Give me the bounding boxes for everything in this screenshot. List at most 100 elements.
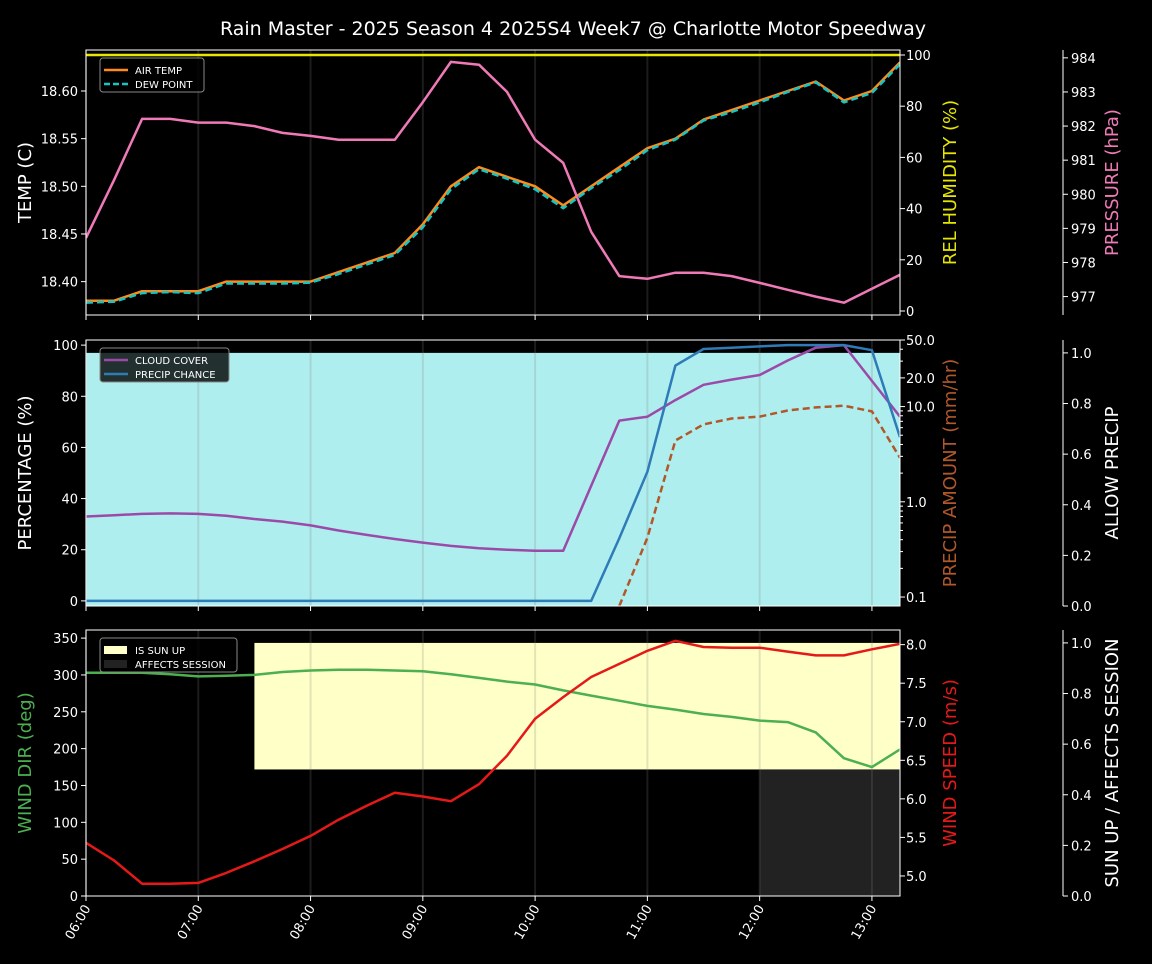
y-right-tick-label: 50.0	[906, 334, 935, 349]
y-tick-label: 18.55	[41, 133, 78, 148]
y-right-tick-label: 40	[906, 203, 923, 218]
y-right2-tick-label: 1.0	[1071, 347, 1092, 362]
y-right2-tick-label: 0.2	[1071, 549, 1092, 564]
legend-label: CLOUD COVER	[135, 356, 208, 367]
y-right-tick-label: 100	[906, 49, 931, 64]
panel-2: 0 20 40 60 80 100 0.1 1.0 10.0 20.0 50.0 0.0 0.2 0.4 0…	[15, 334, 1123, 615]
y-tick-label: 250	[53, 706, 78, 721]
is-sun-up-band	[254, 642, 900, 770]
x-tick-label: 12:00	[736, 903, 768, 943]
y-right-tick-label: 20.0	[906, 372, 935, 387]
y-tick-label: 100	[53, 339, 78, 354]
y-right-axis-label: PRECIP AMOUNT (mm/hr)	[940, 359, 961, 588]
y-right2-tick-label: 0.8	[1071, 398, 1092, 413]
cloud-cover-line	[86, 343, 900, 553]
y-right2-tick-label: 0.2	[1071, 839, 1092, 854]
wind-dir-line	[86, 668, 900, 769]
legend-box	[99, 347, 230, 383]
panel-3: 0 50 100 150 200 250 300 350 5.0 5.5 6.0 6.5 7.0 7.5 8…	[15, 629, 1123, 943]
y-right-tick-label: 10.0	[906, 401, 935, 416]
affects-session-band	[759, 769, 900, 896]
y-tick-label: 300	[53, 669, 78, 684]
y-tick-label: 18.40	[41, 276, 78, 291]
y-right2-tick-label: 983	[1071, 86, 1096, 101]
legend-label: DEW POINT	[135, 80, 193, 91]
y-right2-tick-label: 0.6	[1071, 448, 1092, 463]
allow-precip-fill	[86, 352, 900, 606]
y-right2-tick-label: 980	[1071, 188, 1096, 203]
legend-label: IS SUN UP	[135, 646, 185, 657]
y-tick-label: 18.50	[41, 180, 78, 195]
y-tick-label: 200	[53, 743, 78, 758]
y-tick-label: 40	[61, 493, 78, 508]
y-right2-tick-label: 982	[1071, 120, 1096, 135]
y-right-tick-label: 1.0	[906, 496, 927, 511]
y-right2-tick-label: 978	[1071, 256, 1096, 271]
y-tick-label: 0	[70, 890, 78, 905]
y-right-tick-label: 5.5	[906, 831, 927, 846]
y-axis-label: PERCENTAGE (%)	[15, 395, 36, 550]
y-right-tick-label: 0	[906, 305, 914, 320]
legend: AIR TEMP DEW POINT	[99, 57, 205, 93]
x-tick-label: 09:00	[400, 903, 432, 943]
y-tick-label: 80	[61, 390, 78, 405]
y-tick-label: 50	[61, 853, 78, 868]
axes-frame	[85, 629, 901, 897]
panel-1: 18.40 18.45 18.50 18.55 18.60 0 20 40 60 80 100 977…	[15, 49, 1123, 320]
x-tick-label: 10:00	[512, 903, 544, 943]
y-right2-axis-label: PRESSURE (hPa)	[1102, 109, 1123, 256]
y-tick-label: 150	[53, 779, 78, 794]
precip-amount-line	[618, 404, 900, 606]
wind-speed-line	[86, 639, 900, 885]
legend-label: AFFECTS SESSION	[135, 660, 226, 671]
precip-chance-line	[86, 343, 900, 603]
y-tick-label: 100	[53, 816, 78, 831]
dew-point-line	[86, 63, 900, 304]
y-right-axis-label: WIND SPEED (m/s)	[940, 679, 961, 847]
legend-swatch	[104, 646, 127, 654]
axes-frame	[85, 49, 901, 316]
pressure-line	[86, 60, 900, 304]
air-temp-line	[86, 61, 900, 302]
legend-label: AIR TEMP	[135, 66, 182, 77]
y-right2-tick-label: 977	[1071, 291, 1096, 306]
y-axis-label: WIND DIR (deg)	[15, 692, 36, 834]
y-tick-label: 20	[61, 544, 78, 559]
y-right-axis-label: REL HUMIDITY (%)	[940, 100, 961, 265]
chart-title: Rain Master - 2025 Season 4 2025S4 Week7…	[220, 18, 926, 40]
y-right2-tick-label: 981	[1071, 154, 1096, 169]
y-right-tick-label: 0.1	[906, 591, 927, 606]
y-right-tick-label: 6.0	[906, 793, 927, 808]
y-right-tick-label: 7.0	[906, 716, 927, 731]
x-tick-label: 08:00	[287, 903, 319, 943]
y-right-tick-label: 60	[906, 151, 923, 166]
y-right2-tick-label: 979	[1071, 222, 1096, 237]
y-tick-label: 18.60	[41, 85, 78, 100]
x-tick-label: 11:00	[624, 903, 656, 943]
y-right2-tick-label: 984	[1071, 52, 1096, 67]
x-tick-label: 06:00	[63, 903, 95, 943]
y-right2-tick-label: 0.0	[1071, 890, 1092, 905]
x-tick-label: 07:00	[175, 903, 207, 943]
legend: IS SUN UP AFFECTS SESSION	[99, 637, 238, 673]
y-right2-tick-label: 1.0	[1071, 637, 1092, 652]
x-tick-label: 13:00	[849, 903, 881, 943]
legend-box	[99, 637, 238, 673]
y-right2-tick-label: 0.4	[1071, 499, 1092, 514]
y-tick-label: 350	[53, 632, 78, 647]
legend-swatch	[104, 660, 127, 668]
y-tick-label: 18.45	[41, 228, 78, 243]
y-right-tick-label: 5.0	[906, 870, 927, 885]
y-right2-tick-label: 0.4	[1071, 789, 1092, 804]
y-right2-tick-label: 0.8	[1071, 688, 1092, 703]
y-right-tick-label: 6.5	[906, 754, 927, 769]
legend-label: PRECIP CHANCE	[135, 370, 216, 381]
legend: CLOUD COVER PRECIP CHANCE	[99, 347, 230, 383]
y-right-tick-label: 20	[906, 254, 923, 269]
y-right2-tick-label: 0.0	[1071, 600, 1092, 615]
y-axis-label: TEMP (C)	[15, 142, 36, 224]
y-right2-axis-label: ALLOW PRECIP	[1102, 406, 1123, 539]
y-tick-label: 60	[61, 441, 78, 456]
y-right-tick-label: 8.0	[906, 639, 927, 654]
